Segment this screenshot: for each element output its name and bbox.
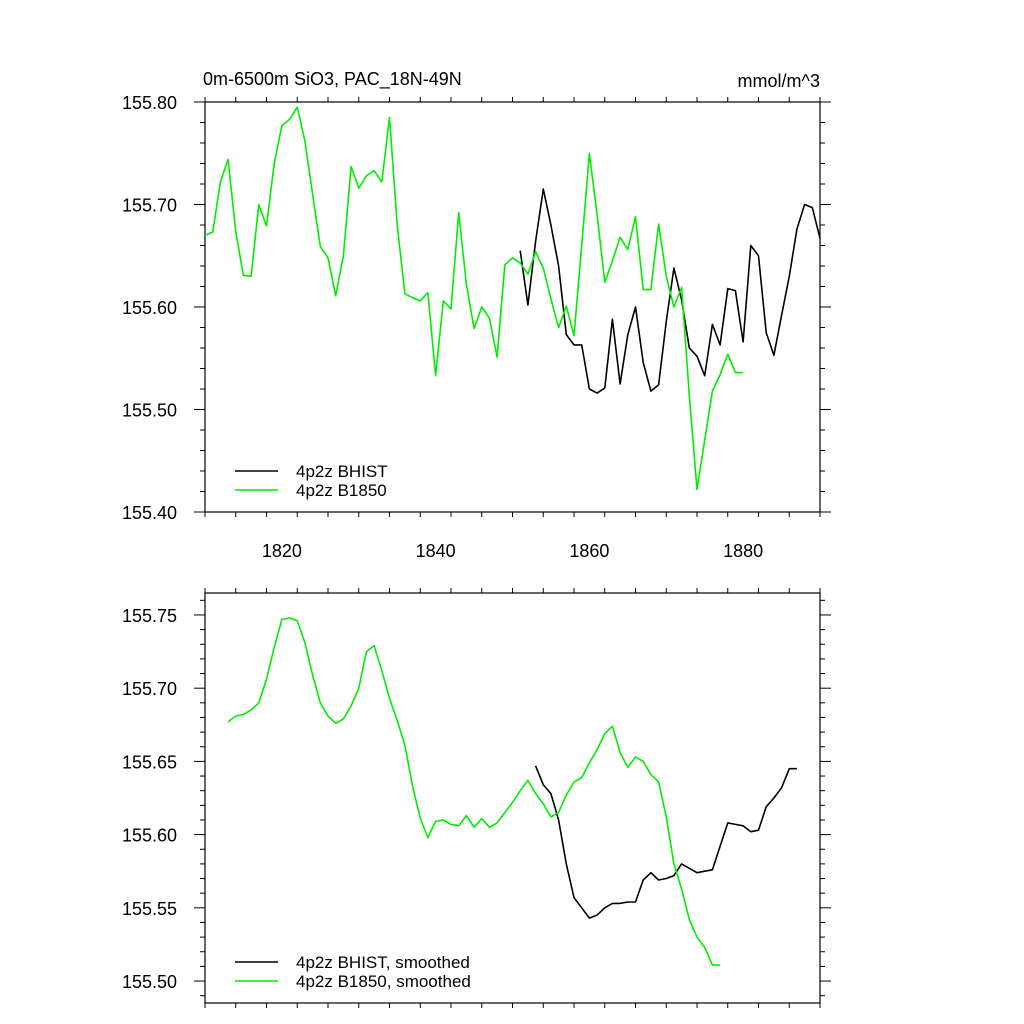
series-line-4p2z-b1850 <box>204 106 744 491</box>
top-panel-axes: 1820 1840 1860 1880 155.40 155.50 155.60 155.70… <box>122 93 831 561</box>
y-tick-label-155-75: 155.75 <box>122 606 177 626</box>
y-tick-label-155-65: 155.65 <box>122 752 177 772</box>
y-tick-label-155-55: 155.55 <box>122 899 177 919</box>
y-tick-label-155-60: 155.60 <box>122 298 177 318</box>
y-tick-label-155-80: 155.80 <box>122 93 177 113</box>
y-tick-label-155-50: 155.50 <box>122 401 177 421</box>
y-tick-label-155-50: 155.50 <box>122 972 177 992</box>
x-tick-label-1880: 1880 <box>723 541 763 561</box>
bottom-panel-legend: 4p2z BHIST, smoothed 4p2z B1850, smoothe… <box>235 953 471 991</box>
legend-label-bhist: 4p2z BHIST <box>296 462 388 481</box>
top-panel-series <box>204 106 821 491</box>
top-panel: 0m-6500m SiO3, PAC_18N-49N mmol/m^3 1820… <box>122 69 831 561</box>
bottom-panel-axes: 155.50 155.55 155.60 155.65 155.70 155.75 <box>122 588 831 1008</box>
x-tick-label-1840: 1840 <box>416 541 456 561</box>
legend-label-b1850-smoothed: 4p2z B1850, smoothed <box>296 972 471 991</box>
series-line-4p2z-bhist-smoothed <box>534 765 797 919</box>
units-label: mmol/m^3 <box>738 71 820 91</box>
series-line-4p2z-b1850-smoothed <box>227 617 721 966</box>
top-panel-legend: 4p2z BHIST 4p2z B1850 <box>235 462 388 500</box>
chart-title: 0m-6500m SiO3, PAC_18N-49N <box>203 69 462 90</box>
x-tick-label-1820: 1820 <box>262 541 302 561</box>
bottom-panel: 155.50 155.55 155.60 155.65 155.70 155.75 4p2… <box>122 588 831 1008</box>
y-tick-label-155-60: 155.60 <box>122 826 177 846</box>
legend-label-bhist-smoothed: 4p2z BHIST, smoothed <box>296 953 470 972</box>
x-tick-label-1860: 1860 <box>569 541 609 561</box>
bottom-panel-series <box>227 617 797 966</box>
legend-label-b1850: 4p2z B1850 <box>296 481 387 500</box>
y-tick-label-155-70: 155.70 <box>122 196 177 216</box>
y-tick-label-155-40: 155.40 <box>122 503 177 523</box>
y-tick-label-155-70: 155.70 <box>122 679 177 699</box>
